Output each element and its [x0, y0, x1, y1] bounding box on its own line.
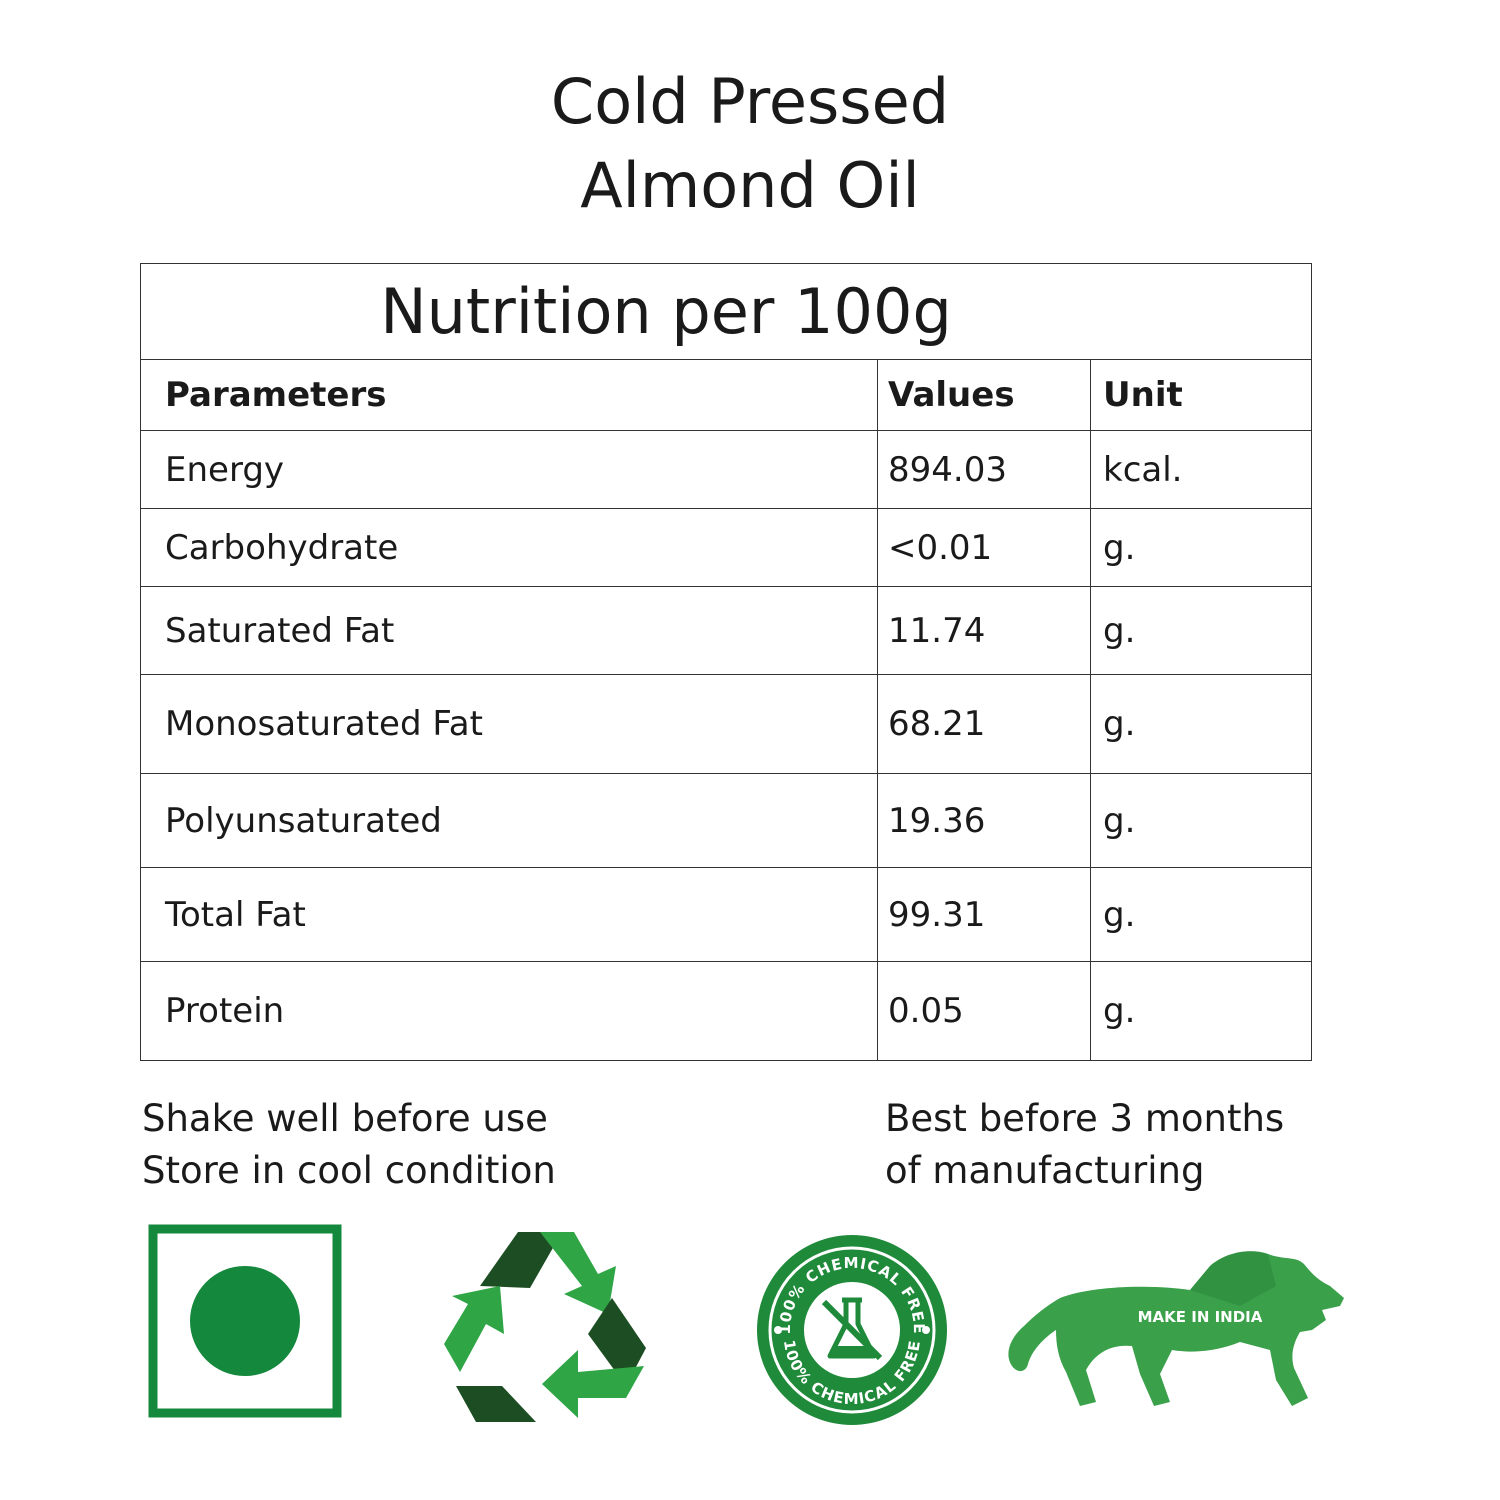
header-unit: Unit: [1089, 359, 1313, 431]
row-unit: g.: [1089, 586, 1313, 675]
row-parameter: Total Fat: [140, 867, 878, 962]
header-values: Values: [877, 359, 1091, 431]
note-best-before: Best before 3 months: [885, 1097, 1285, 1140]
row-unit: g.: [1089, 961, 1313, 1061]
make-in-india-text: MAKE IN INDIA: [1138, 1308, 1263, 1326]
shelf-life-notes: Best before 3 months of manufacturing: [885, 1093, 1284, 1197]
note-manufacturing: of manufacturing: [885, 1149, 1205, 1192]
header-parameters: Parameters: [140, 359, 878, 431]
table-row: Saturated Fat 11.74 g.: [140, 586, 1313, 675]
nutrition-table: Nutrition per 100g Parameters Values Uni…: [139, 263, 1313, 1061]
row-parameter: Carbohydrate: [140, 508, 878, 587]
nutrition-caption: Nutrition per 100g: [139, 263, 1313, 360]
row-value: 99.31: [877, 867, 1091, 962]
row-parameter: Polyunsaturated: [140, 773, 878, 868]
row-value: 19.36: [877, 773, 1091, 868]
title-line-1: Cold Pressed: [550, 65, 950, 138]
note-shake: Shake well before use: [142, 1097, 548, 1140]
storage-notes: Shake well before use Store in cool cond…: [142, 1093, 556, 1197]
table-row: Carbohydrate <0.01 g.: [140, 508, 1313, 587]
row-value: 0.05: [877, 961, 1091, 1061]
row-value: 11.74: [877, 586, 1091, 675]
make-in-india-lion-icon: MAKE IN INDIA: [1008, 1251, 1344, 1406]
row-unit: g.: [1089, 674, 1313, 774]
table-row: Protein 0.05 g.: [140, 961, 1313, 1061]
row-parameter: Protein: [140, 961, 878, 1061]
product-title: Cold Pressed Almond Oil: [0, 60, 1500, 228]
recycle-icon: [444, 1232, 646, 1422]
title-line-2: Almond Oil: [580, 149, 920, 222]
note-store: Store in cool condition: [142, 1149, 556, 1192]
chemical-free-badge-icon: 100% CHEMICAL FREE 100% CHEMICAL FREE: [757, 1235, 947, 1425]
table-row: Energy 894.03 kcal.: [140, 430, 1313, 509]
row-unit: g.: [1089, 508, 1313, 587]
row-unit: kcal.: [1089, 430, 1313, 509]
row-parameter: Saturated Fat: [140, 586, 878, 675]
row-parameter: Monosaturated Fat: [140, 674, 878, 774]
row-unit: g.: [1089, 773, 1313, 868]
table-row: Monosaturated Fat 68.21 g.: [140, 674, 1313, 774]
row-value: 894.03: [877, 430, 1091, 509]
veg-symbol-icon: [148, 1224, 342, 1418]
row-unit: g.: [1089, 867, 1313, 962]
row-parameter: Energy: [140, 430, 878, 509]
table-row: Total Fat 99.31 g.: [140, 867, 1313, 962]
row-value: <0.01: [877, 508, 1091, 587]
row-value: 68.21: [877, 674, 1091, 774]
table-row: Polyunsaturated 19.36 g.: [140, 773, 1313, 868]
